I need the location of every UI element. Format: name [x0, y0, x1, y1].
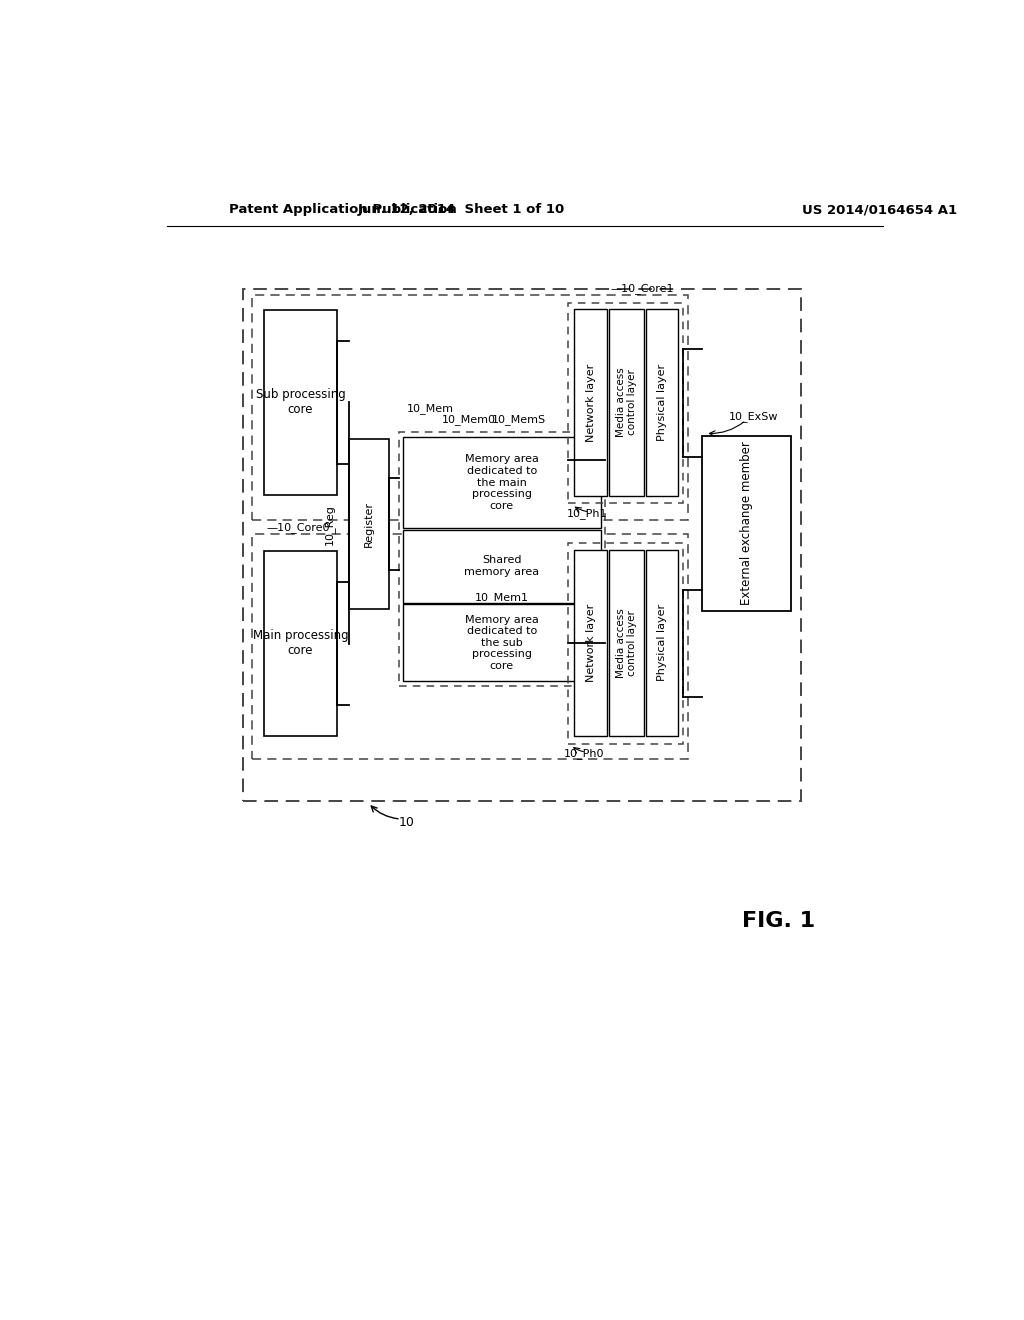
- Text: Jun. 12, 2014  Sheet 1 of 10: Jun. 12, 2014 Sheet 1 of 10: [357, 203, 565, 216]
- Bar: [568, 544, 683, 743]
- Text: Memory area
dedicated to
the sub
processing
core: Memory area dedicated to the sub process…: [465, 615, 539, 671]
- Text: 10_MemS: 10_MemS: [493, 414, 547, 425]
- Bar: [646, 309, 678, 496]
- Text: Network layer: Network layer: [586, 603, 596, 682]
- Bar: [574, 309, 607, 496]
- Text: —10_Core0: —10_Core0: [266, 521, 331, 533]
- Text: Main processing
core: Main processing core: [253, 630, 348, 657]
- Bar: [701, 436, 791, 611]
- Bar: [263, 310, 337, 495]
- Text: 10_ExSw: 10_ExSw: [729, 411, 778, 422]
- Text: Network layer: Network layer: [586, 363, 596, 442]
- Bar: [568, 304, 683, 503]
- Bar: [399, 432, 604, 686]
- Text: US 2014/0164654 A1: US 2014/0164654 A1: [802, 203, 957, 216]
- Bar: [608, 309, 644, 496]
- Bar: [608, 549, 644, 737]
- Text: 10_Ph0: 10_Ph0: [563, 748, 604, 759]
- Bar: [403, 605, 601, 681]
- Text: External exchange member: External exchange member: [739, 441, 753, 606]
- Text: Sub processing
core: Sub processing core: [256, 388, 345, 417]
- Bar: [243, 289, 801, 801]
- Text: —10_Core1: —10_Core1: [610, 282, 674, 294]
- Bar: [574, 549, 607, 737]
- Text: 10: 10: [399, 816, 415, 829]
- Bar: [403, 529, 601, 603]
- Text: Media access
control layer: Media access control layer: [615, 607, 637, 677]
- Text: FIG. 1: FIG. 1: [742, 911, 815, 931]
- Text: 10_Mem0: 10_Mem0: [442, 414, 496, 425]
- Bar: [263, 552, 337, 737]
- Text: 10_Mem: 10_Mem: [407, 403, 454, 414]
- Text: Media access
control layer: Media access control layer: [615, 367, 637, 437]
- Text: 10_Ph1: 10_Ph1: [567, 508, 608, 519]
- Text: 10_Reg: 10_Reg: [324, 504, 335, 545]
- Text: Physical layer: Physical layer: [657, 364, 667, 441]
- Bar: [252, 535, 688, 759]
- Text: Physical layer: Physical layer: [657, 605, 667, 681]
- Text: 10_Mem1: 10_Mem1: [475, 591, 529, 603]
- Text: Memory area
dedicated to
the main
processing
core: Memory area dedicated to the main proces…: [465, 454, 539, 511]
- Text: Shared
memory area: Shared memory area: [464, 556, 540, 577]
- Text: Register: Register: [364, 502, 374, 548]
- Bar: [252, 296, 688, 520]
- Bar: [349, 440, 389, 609]
- Text: Patent Application Publication: Patent Application Publication: [228, 203, 457, 216]
- Bar: [646, 549, 678, 737]
- Bar: [403, 437, 601, 528]
